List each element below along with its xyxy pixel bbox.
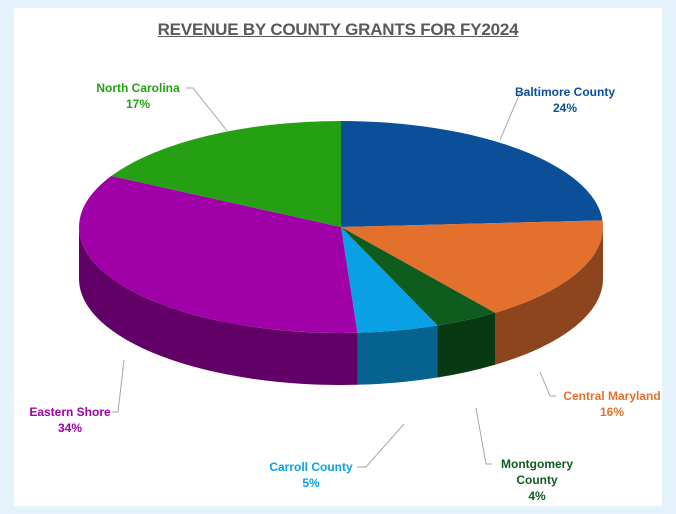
chart-title: REVENUE BY COUNTY GRANTS FOR FY2024 [157, 20, 519, 39]
slice [341, 220, 603, 313]
value-label: 4% [528, 489, 546, 503]
leader-line [112, 359, 125, 413]
slice-side [357, 325, 438, 385]
slice [79, 175, 358, 333]
data-label: North Carolina 17% [68, 80, 208, 112]
slice [341, 121, 603, 227]
category-label: Montgomery County [501, 457, 573, 487]
category-label: North Carolina [96, 81, 180, 95]
slice-side [437, 312, 495, 378]
data-label: Baltimore County 24% [495, 84, 635, 116]
value-label: 16% [599, 405, 625, 419]
category-label: Baltimore County [514, 85, 615, 99]
slice [341, 227, 438, 333]
slice-side [494, 227, 603, 365]
leader-line [357, 423, 405, 468]
value-label: 24% [552, 101, 578, 115]
category-label: Carroll County [269, 460, 353, 474]
category-label: Eastern Shore [29, 405, 111, 419]
slice-side [79, 227, 358, 385]
leader-line [499, 92, 528, 141]
slice [111, 121, 341, 227]
leader-line [186, 87, 229, 133]
value-label: 34% [57, 421, 83, 435]
slice [341, 227, 495, 326]
data-label: Central Maryland 16% [542, 388, 676, 420]
data-label: Montgomery County 4% [497, 456, 577, 504]
data-label: Eastern Shore 34% [0, 404, 140, 436]
leader-line [539, 371, 556, 397]
data-label: Carroll County 5% [241, 459, 381, 491]
leader-line [475, 407, 492, 465]
category-label: Central Maryland [563, 389, 661, 403]
value-label: 5% [302, 476, 320, 490]
value-label: 17% [125, 97, 151, 111]
